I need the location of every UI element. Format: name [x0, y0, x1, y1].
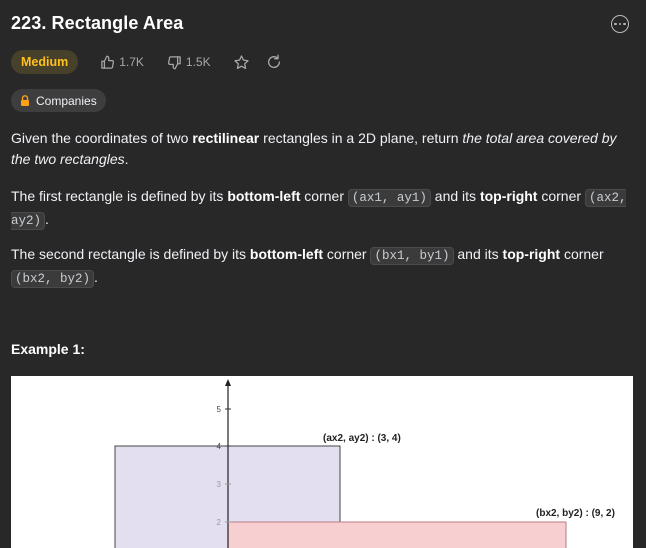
bold-term: rectilinear	[192, 130, 260, 146]
rectangle-b	[227, 521, 567, 548]
favorite-button[interactable]	[233, 54, 250, 71]
companies-label: Companies	[36, 93, 97, 108]
like-count: 1.7K	[119, 55, 144, 69]
problem-title: 223. Rectangle Area	[11, 13, 184, 33]
label-bx2-by2: (bx2, by2) : (9, 2)	[536, 508, 615, 519]
example-diagram: 5 4 3 2 (ax2, ay2) : (3, 4) (bx2, by2) :…	[11, 376, 633, 548]
dislike-count: 1.5K	[185, 55, 211, 69]
example-title: Example 1:	[11, 341, 85, 357]
star-icon	[233, 54, 249, 69]
inline-code: (ax1, ay1)	[347, 189, 431, 207]
share-button[interactable]	[266, 54, 282, 70]
lock-icon	[21, 95, 29, 106]
y-tick-label-5: 5	[217, 405, 222, 414]
more-options-icon[interactable]	[611, 15, 629, 33]
y-axis-arrow	[225, 379, 231, 386]
description-paragraph-2: The first rectangle is defined by its bo…	[11, 188, 627, 230]
y-tick-label-2: 2	[217, 518, 222, 527]
bold-term: top-right	[502, 246, 561, 262]
problem-meta-row: Medium 1.7K 1.5K	[11, 50, 282, 74]
like-button[interactable]: 1.7K	[100, 55, 144, 70]
inline-code: (bx1, by1)	[370, 247, 454, 265]
thumbs-up-icon	[101, 55, 115, 69]
italic-term: the total area covered by the two rectan…	[11, 130, 617, 167]
share-refresh-icon	[267, 54, 280, 68]
bold-term: bottom-left	[249, 246, 324, 262]
difficulty-badge[interactable]: Medium	[11, 50, 79, 74]
inline-code: (bx2, by2)	[11, 270, 95, 288]
thumbs-down-icon	[167, 55, 181, 69]
description-paragraph-3: The second rectangle is defined by its b…	[11, 246, 604, 288]
bold-term: top-right	[479, 188, 538, 204]
bold-term: bottom-left	[227, 188, 301, 204]
rectangle-area-figure: 5 4 3 2 (ax2, ay2) : (3, 4) (bx2, by2) :…	[114, 379, 615, 548]
companies-tag[interactable]: Companies	[11, 89, 106, 112]
description-paragraph-1: Given the coordinates of two rectilinear…	[11, 130, 617, 167]
dislike-button[interactable]: 1.5K	[167, 55, 211, 70]
y-tick-label-4: 4	[217, 442, 222, 451]
y-tick-label-3: 3	[217, 480, 222, 489]
label-ax2-ay2: (ax2, ay2) : (3, 4)	[323, 433, 401, 444]
